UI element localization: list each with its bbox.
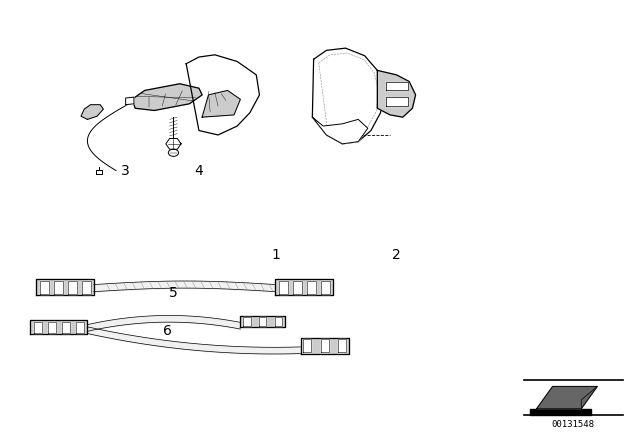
Polygon shape	[125, 97, 134, 105]
Polygon shape	[303, 339, 311, 352]
Polygon shape	[30, 320, 88, 334]
Polygon shape	[76, 322, 84, 333]
Polygon shape	[186, 55, 259, 135]
Polygon shape	[386, 97, 408, 106]
Polygon shape	[96, 170, 102, 174]
Polygon shape	[34, 322, 42, 333]
Text: 4: 4	[195, 164, 204, 177]
Polygon shape	[275, 279, 333, 295]
Polygon shape	[312, 117, 368, 144]
Polygon shape	[82, 280, 91, 294]
Polygon shape	[537, 387, 597, 409]
Text: 00131548: 00131548	[552, 420, 595, 429]
Polygon shape	[386, 82, 408, 90]
Polygon shape	[243, 317, 250, 326]
Polygon shape	[339, 339, 346, 352]
Polygon shape	[301, 338, 349, 353]
Text: 6: 6	[163, 324, 172, 338]
Polygon shape	[54, 280, 63, 294]
Text: 5: 5	[169, 286, 178, 300]
Polygon shape	[81, 105, 103, 119]
Polygon shape	[292, 280, 301, 294]
Polygon shape	[166, 138, 181, 149]
Text: 2: 2	[392, 248, 401, 262]
Polygon shape	[40, 280, 49, 294]
Polygon shape	[202, 90, 241, 117]
Polygon shape	[321, 280, 330, 294]
Text: 3: 3	[121, 164, 130, 177]
Polygon shape	[62, 322, 70, 333]
Polygon shape	[68, 280, 77, 294]
Polygon shape	[378, 70, 415, 117]
Polygon shape	[312, 48, 384, 144]
Polygon shape	[531, 409, 591, 415]
Text: 1: 1	[271, 248, 280, 262]
Circle shape	[168, 149, 179, 156]
Polygon shape	[241, 316, 285, 327]
Polygon shape	[321, 339, 328, 352]
Polygon shape	[259, 317, 266, 326]
Polygon shape	[307, 280, 316, 294]
Polygon shape	[36, 279, 94, 295]
Polygon shape	[275, 317, 282, 326]
Polygon shape	[48, 322, 56, 333]
Polygon shape	[278, 280, 287, 294]
Polygon shape	[132, 84, 202, 111]
